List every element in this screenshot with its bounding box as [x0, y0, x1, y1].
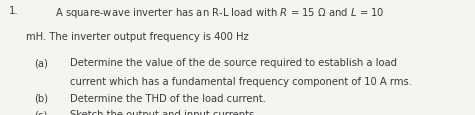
Text: (b): (b)	[34, 93, 48, 103]
Text: Determine the THD of the load current.: Determine the THD of the load current.	[70, 93, 266, 103]
Text: (c): (c)	[34, 109, 48, 115]
Text: Determine the value of the de source required to establish a load: Determine the value of the de source req…	[70, 58, 397, 67]
Text: current which has a fundamental frequency component of 10 A rms.: current which has a fundamental frequenc…	[70, 76, 412, 86]
Text: Sketch the output and input currents.: Sketch the output and input currents.	[70, 109, 258, 115]
Text: mH. The inverter output frequency is 400 Hz: mH. The inverter output frequency is 400…	[26, 32, 249, 42]
Text: (a): (a)	[34, 58, 48, 67]
Text: A square-wave inverter has an R-L load with $R$ = 15 $\Omega$ and $L$ = 10: A square-wave inverter has an R-L load w…	[55, 6, 384, 20]
Text: 1.: 1.	[9, 6, 18, 16]
